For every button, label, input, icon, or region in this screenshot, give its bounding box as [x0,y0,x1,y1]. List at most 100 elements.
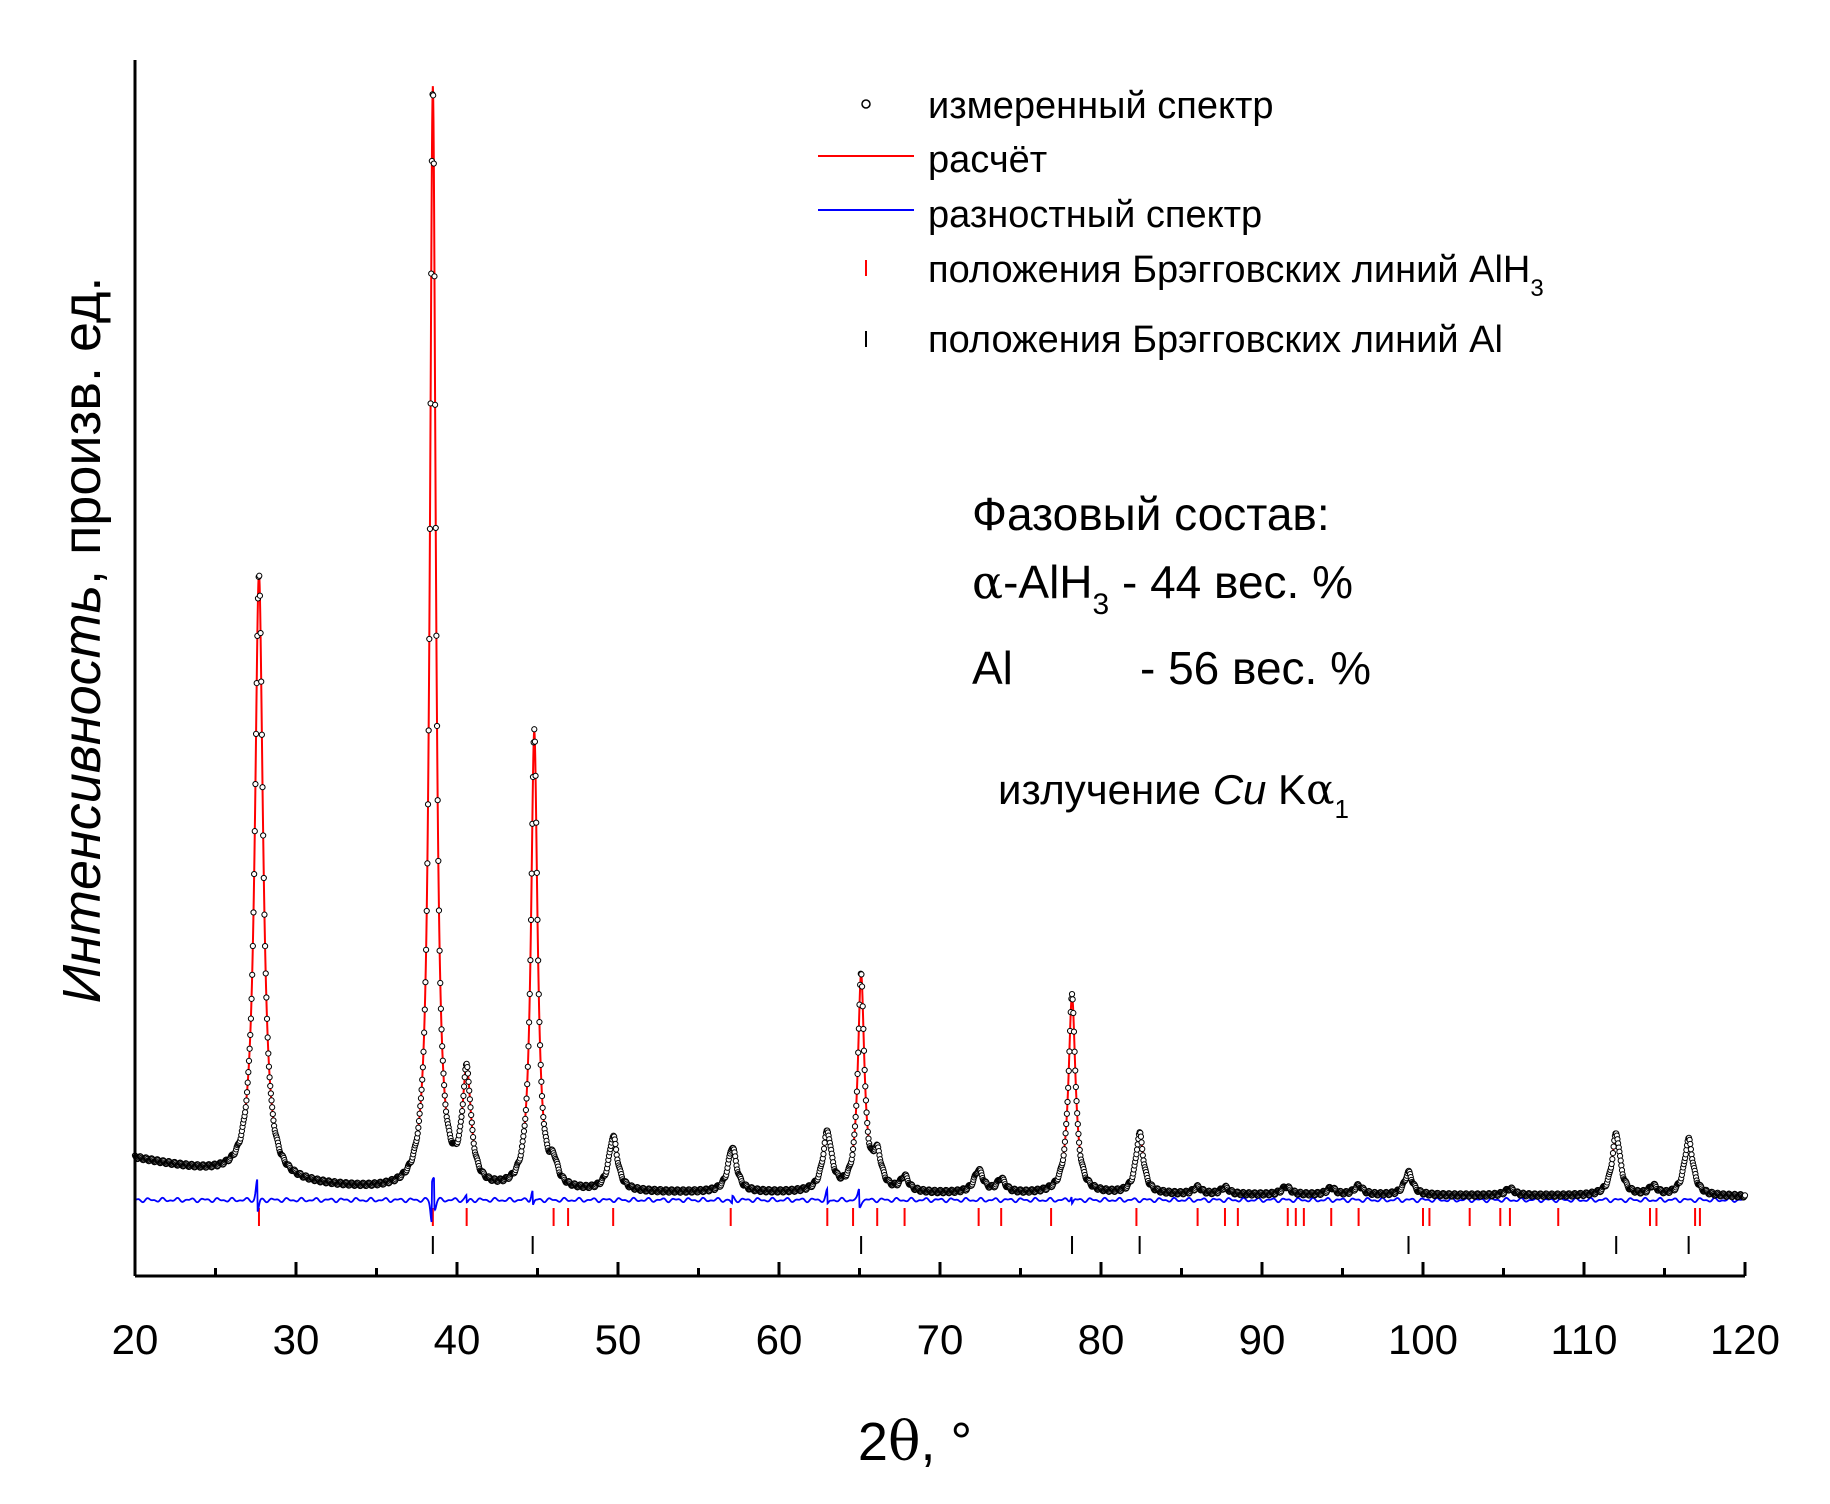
observed-point-196 [258,678,265,685]
observed-point-456 [425,727,432,734]
observed-point-172 [242,1104,249,1111]
observed-point-458 [426,525,434,533]
observed-point-1118 [851,1123,859,1130]
observed-point-442 [416,1110,423,1117]
observed-point-612 [526,1019,533,1026]
observed-point-512 [461,1074,468,1081]
observed-point-635 [540,1120,548,1128]
observed-point-633 [539,1104,546,1111]
observed-point-1117 [851,1131,858,1138]
phase-line-al-value: - 56 вес. % [1140,642,1371,694]
observed-point-621 [531,738,539,745]
observed-point-194 [256,592,264,599]
observed-point-449 [421,1029,428,1036]
observed-point-176 [245,1069,252,1076]
observed-point-476 [438,1026,445,1033]
observed-point-616 [528,870,535,877]
observed-point-446 [419,1076,426,1083]
observed-point-614 [527,957,534,964]
observed-point-611 [525,1043,532,1050]
observed-point-1464 [1074,1120,1081,1128]
observed-point-623 [533,819,540,826]
observed-point-1130 [859,1003,866,1010]
observed-point-186 [251,828,258,835]
observed-point-1136 [863,1109,870,1116]
observed-point-517 [464,1070,472,1077]
observed-point-746 [612,1140,619,1148]
observed-point-1137 [864,1119,871,1127]
observed-point-469 [433,722,441,730]
observed-point-1133 [861,1066,868,1074]
observed-point-179 [247,1031,254,1039]
observed-point-609 [524,1081,531,1088]
observed-point-187 [252,780,259,788]
observed-point-208 [265,1063,273,1070]
phase-title: Фазовый состав: [972,488,1330,540]
observed-point-202 [261,943,269,950]
observed-point-1134 [862,1083,869,1090]
observed-point-1071 [821,1139,828,1146]
observed-point-630 [537,1061,544,1068]
observed-point-478 [439,1057,446,1064]
observed-point-482 [442,1101,449,1108]
observed-point-524 [469,1126,476,1134]
observed-point-1449 [1065,1084,1072,1091]
observed-point-1122 [854,1070,861,1078]
observed-point-1128 [858,971,865,978]
observed-point-178 [246,1045,253,1052]
radiation-note: излучение Cu Kα1 [998,765,1349,824]
observed-point-634 [540,1113,547,1121]
observed-point-1462 [1073,1097,1080,1105]
observed-point-516 [464,1063,471,1071]
observed-point-195 [257,629,264,637]
observed-point-474 [437,979,444,987]
observed-point-1451 [1066,1048,1073,1055]
observed-point-1460 [1072,1067,1079,1074]
observed-point-212 [268,1097,275,1104]
observed-point-472 [435,907,443,914]
observed-point-626 [535,957,542,964]
observed-point-1467 [1076,1146,1083,1154]
observed-point-197 [258,731,265,738]
observed-point-1565 [1139,1152,1146,1159]
observed-point-214 [269,1110,276,1118]
observed-point-1069 [820,1151,827,1158]
observed-point-184 [250,909,257,916]
observed-point-439 [414,1130,421,1137]
observed-point-525 [470,1134,477,1141]
x-axis-title-theta: θ [888,1410,921,1473]
observed-point-605 [521,1122,528,1129]
legend-label-bragg-al: положения Брэгговских линий Al [928,319,1503,361]
observed-point-1445 [1062,1130,1069,1137]
observed-point-463 [430,92,437,99]
observed-point-1447 [1063,1110,1070,1117]
legend: измеренный спектр расчёт разностный спек… [818,85,1544,361]
observed-point-466 [432,401,439,408]
observed-point-1564 [1139,1145,1146,1153]
observed-point-602 [519,1138,526,1145]
observed-point-624 [533,869,540,876]
observed-point-1442 [1060,1152,1067,1159]
observed-point-173 [243,1097,250,1104]
observed-point-1444 [1061,1138,1069,1145]
observed-point-1116 [850,1139,857,1146]
observed-point-1121 [853,1088,861,1095]
observed-point-1459 [1071,1048,1078,1055]
observed-point-206 [264,1034,271,1041]
x-tick-label-20: 20 [112,1316,159,1363]
observed-point-209 [266,1074,273,1081]
observed-point-1563 [1138,1139,1145,1146]
observed-point-613 [526,990,533,998]
observed-point-610 [524,1063,531,1070]
observed-point-181 [248,995,255,1002]
observed-point-506 [457,1118,464,1125]
observed-point-628 [536,1018,543,1026]
observed-point-1448 [1064,1098,1071,1106]
observed-point-1466 [1076,1139,1083,1146]
observed-point-1450 [1065,1067,1072,1075]
x-tick-label-120: 120 [1710,1316,1780,1363]
observed-point-203 [262,970,269,977]
observed-point-175 [244,1079,251,1086]
x-tick-label-110: 110 [1551,1316,1618,1363]
